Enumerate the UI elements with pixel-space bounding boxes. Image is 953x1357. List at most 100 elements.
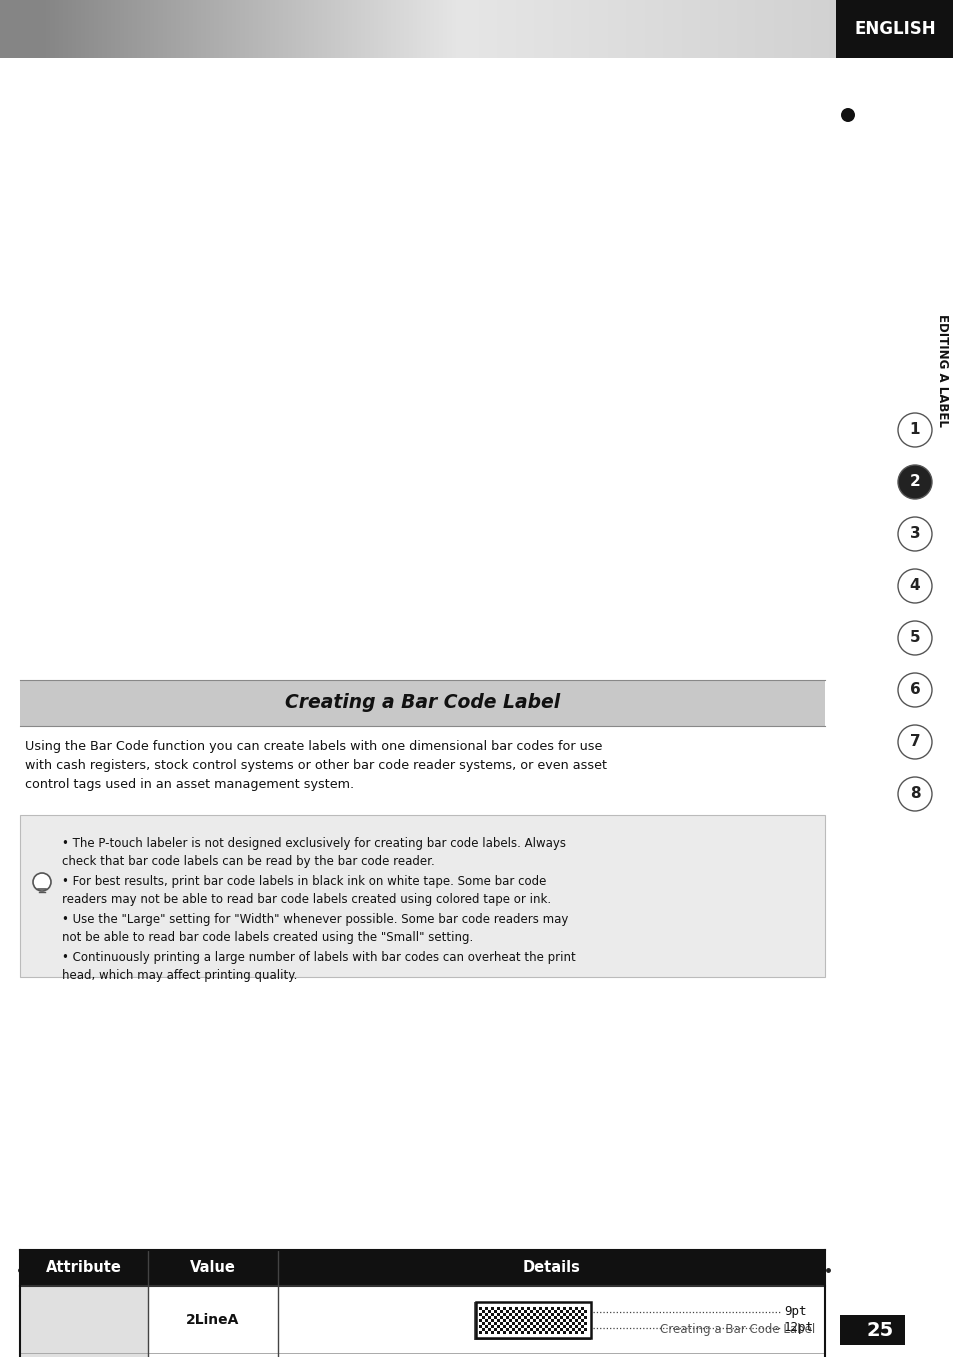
Bar [75,0,76,58]
Bar [189,0,190,58]
Bar [561,0,562,58]
Circle shape [897,569,931,603]
Bar [53,0,54,58]
Bar [503,0,504,58]
Bar [108,0,109,58]
Bar [521,0,522,58]
Bar [655,0,656,58]
Bar [768,0,769,58]
Text: 2LineA: 2LineA [186,1312,239,1327]
Bar [688,0,689,58]
Bar [534,0,535,58]
Bar [541,1310,545,1312]
Bar [497,1307,499,1310]
Bar [417,0,418,58]
Bar [569,0,571,58]
Bar [518,0,519,58]
Bar [271,0,272,58]
Bar [538,1307,541,1310]
Bar [530,1310,533,1312]
Bar [618,0,619,58]
Bar [533,0,534,58]
Bar [747,0,748,58]
Bar [346,0,347,58]
Bar [524,0,525,58]
Bar [106,0,107,58]
Bar [780,0,781,58]
Bar [34,0,35,58]
Bar [188,0,189,58]
Bar [738,0,739,58]
Bar [731,0,732,58]
Bar [149,0,150,58]
Bar [559,1322,563,1324]
Bar [676,0,677,58]
Bar [831,0,832,58]
Bar [385,0,386,58]
Bar [419,0,420,58]
Bar [572,1327,575,1330]
Bar [553,0,554,58]
Bar [580,1324,584,1327]
Bar [326,0,327,58]
Bar [377,0,378,58]
Bar [215,0,216,58]
Bar [378,0,379,58]
Circle shape [897,622,931,655]
Bar [535,0,536,58]
Bar [536,1322,538,1324]
Bar [716,0,717,58]
Bar [222,0,223,58]
Bar [109,0,110,58]
Bar [478,1319,482,1322]
Bar [296,0,297,58]
Bar [335,0,336,58]
Bar [61,0,62,58]
Bar [596,0,597,58]
Bar [804,0,805,58]
Bar [497,1312,499,1315]
Bar [639,0,640,58]
Bar [530,1327,533,1330]
Bar [690,0,691,58]
Bar [748,0,749,58]
Bar [569,1324,572,1327]
Bar [717,0,718,58]
Bar [498,0,499,58]
Bar [226,0,227,58]
Bar [575,1319,578,1322]
Bar [478,1307,482,1310]
Bar [499,1310,503,1312]
Bar [345,0,346,58]
Text: ENGLISH: ENGLISH [853,20,935,38]
Bar [453,0,454,58]
Bar [5,0,6,58]
Bar [301,0,302,58]
Bar [195,0,196,58]
Bar [204,0,205,58]
Bar [320,0,322,58]
Bar [613,0,614,58]
Bar [214,0,215,58]
Bar [602,0,603,58]
Bar [558,0,559,58]
Bar [366,0,367,58]
Bar [737,0,738,58]
Bar [8,0,9,58]
Bar [760,0,761,58]
Bar [219,0,220,58]
Bar [384,0,385,58]
Bar [81,0,82,58]
Bar [127,0,128,58]
Bar [530,0,531,58]
Bar [63,0,64,58]
Bar [643,0,644,58]
Bar [635,0,636,58]
Bar [102,0,103,58]
Bar [478,1312,482,1315]
Bar [9,0,10,58]
Bar [584,1315,587,1319]
Bar [580,1319,584,1322]
Bar [517,1315,520,1319]
Bar [286,0,287,58]
